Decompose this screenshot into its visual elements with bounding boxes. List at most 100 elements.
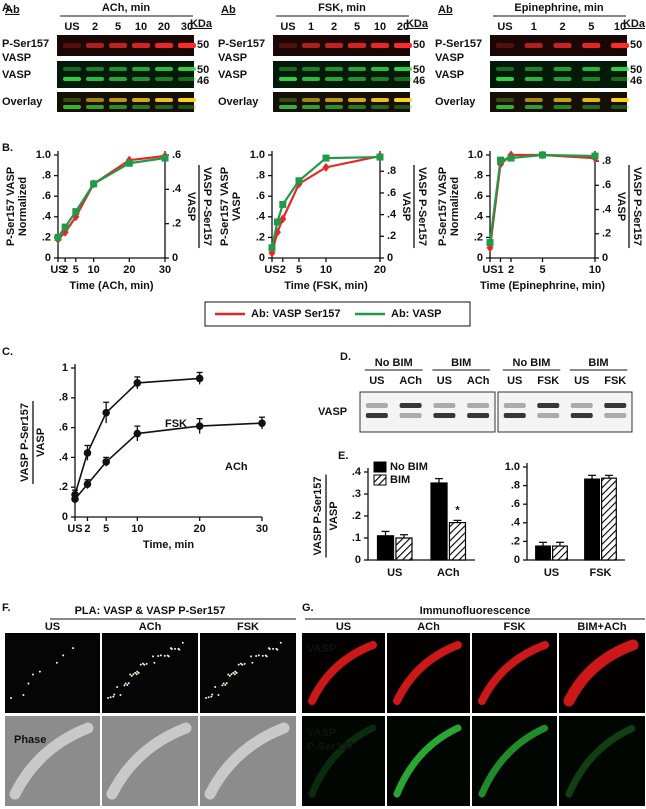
y-tick-label: .4	[42, 211, 52, 223]
y-tick-label: .8	[256, 170, 265, 182]
pla-dot	[170, 648, 173, 651]
x-tick-label: 2	[280, 264, 286, 276]
marker	[133, 429, 142, 438]
marker	[507, 154, 515, 162]
column-label: BIM+ACh	[577, 621, 626, 633]
legend-label: No BIM	[390, 461, 428, 473]
band	[524, 98, 543, 102]
band	[63, 43, 81, 48]
lane-label: 5	[588, 21, 594, 33]
y-tick-label: .6	[42, 190, 51, 202]
y-tick-label: .4	[511, 517, 521, 529]
image	[102, 633, 198, 713]
cell	[308, 724, 377, 798]
y2-tick-label: .8	[602, 155, 611, 167]
row-label: VASP	[307, 727, 336, 739]
marker	[539, 151, 546, 159]
column-label: US	[336, 621, 351, 633]
pla-dot	[235, 671, 238, 674]
lane-label: 5	[115, 21, 121, 33]
y-label: VASP	[328, 501, 340, 530]
band	[570, 403, 593, 408]
marker	[279, 214, 287, 224]
lane-label: US	[497, 21, 512, 33]
row-label: P-Ser157	[435, 38, 482, 50]
lane-label: 2	[92, 21, 98, 33]
y2-tick-label: 0	[387, 252, 393, 264]
y2-tick-label: .2	[387, 230, 396, 242]
x-tick-label: 2	[62, 264, 68, 276]
band	[365, 403, 388, 408]
band	[325, 43, 343, 48]
legend-swatch	[373, 461, 387, 473]
y-tick-label: .8	[42, 170, 51, 182]
y-tick-label: 1.0	[250, 149, 265, 161]
y-label: P-Ser157 VASP	[5, 167, 17, 246]
pla-dot	[153, 661, 156, 664]
y-tick-label: .8	[511, 480, 520, 492]
pla-dot	[113, 693, 116, 696]
pla-dot	[38, 670, 41, 673]
y-tick-label: 1.0	[505, 461, 520, 473]
y-tick-label: 1.0	[468, 149, 483, 161]
series-line	[488, 153, 596, 248]
band	[582, 105, 601, 109]
band	[496, 98, 514, 102]
marker	[497, 156, 504, 164]
y-tick-label: .1	[352, 532, 361, 544]
y-tick-label: 0	[45, 252, 51, 264]
panel-label: C.	[2, 346, 13, 358]
band	[611, 105, 629, 109]
marker	[376, 153, 384, 161]
band	[394, 98, 412, 102]
pla-dot	[129, 673, 132, 676]
pla-dot	[137, 671, 140, 674]
y2-label: VASP	[185, 192, 197, 221]
x-tick-label: 10	[131, 523, 143, 535]
blot-green	[57, 61, 194, 88]
legend-label: Ab: VASP Ser157	[251, 308, 340, 320]
lane-label: 10	[135, 21, 147, 33]
image	[200, 633, 296, 713]
band	[132, 43, 150, 48]
ab-header: Ab	[5, 4, 20, 16]
y2-tick-label: .2	[602, 228, 611, 240]
cell	[393, 724, 462, 798]
legend-box	[204, 301, 471, 327]
pla-dot	[22, 693, 25, 696]
size-label: 46	[630, 75, 642, 87]
unit-label: KDa	[623, 18, 646, 30]
band	[394, 77, 412, 81]
band	[524, 43, 543, 48]
band	[496, 67, 514, 71]
pla-dot	[119, 693, 122, 696]
bar	[584, 478, 600, 561]
band	[433, 403, 456, 408]
pla-dot	[132, 673, 135, 676]
band	[178, 67, 196, 71]
pla-dot	[227, 673, 230, 676]
series-line	[270, 154, 381, 254]
pla-dot	[10, 697, 12, 699]
bar	[535, 545, 551, 561]
lane-label: 30	[181, 21, 193, 33]
pla-dot	[234, 670, 237, 673]
y-tick-label: .4	[352, 466, 362, 478]
y2-tick-label: .6	[387, 187, 396, 199]
pla-dot	[143, 663, 146, 666]
pla-dot	[276, 648, 279, 651]
band	[467, 413, 490, 418]
blot-green	[490, 61, 627, 88]
cell	[204, 722, 290, 800]
band	[611, 67, 629, 71]
image	[559, 716, 645, 806]
axis	[74, 364, 262, 518]
band	[86, 77, 104, 81]
y-tick-label: .8	[474, 170, 483, 182]
pla-dot	[112, 695, 115, 698]
unit-label: KDa	[190, 18, 213, 30]
band	[155, 98, 173, 102]
pla-dot	[261, 654, 264, 657]
band	[582, 43, 601, 48]
pla-dot	[167, 655, 170, 658]
